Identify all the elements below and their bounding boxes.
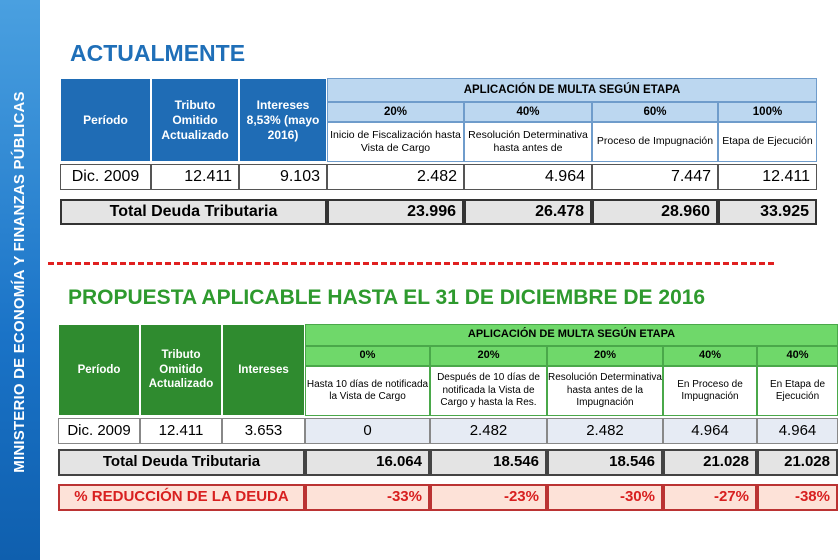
stage-pct: 40% <box>663 346 757 366</box>
stage-pct: 20% <box>430 346 547 366</box>
stage-pct: 20% <box>547 346 663 366</box>
total-value: 16.064 <box>305 449 430 476</box>
header-tributo: Tributo Omitido Actualizado <box>140 324 222 416</box>
total-value: 28.960 <box>592 199 718 225</box>
stage-desc: Resolución Determinativa hasta antes de <box>464 122 592 162</box>
stage-pct: 40% <box>757 346 838 366</box>
row-value: 4.964 <box>464 164 592 190</box>
stage-desc: Resolución Determinativa hasta antes de … <box>547 366 663 416</box>
row-value: 12.411 <box>718 164 817 190</box>
row-value: 7.447 <box>592 164 718 190</box>
stage-desc: En Etapa de Ejecución <box>757 366 838 416</box>
header-intereses: Intereses 8,53% (mayo 2016) <box>239 78 327 162</box>
row-intereses: 9.103 <box>239 164 327 190</box>
section-heading-current: ACTUALMENTE <box>70 40 246 66</box>
stage-pct: 40% <box>464 102 592 122</box>
reduction-value: -27% <box>663 484 757 511</box>
total-label: Total Deuda Tributaria <box>60 199 327 225</box>
stage-desc: Después de 10 días de notificada la Vist… <box>430 366 547 416</box>
stage-desc: En Proceso de Impugnación <box>663 366 757 416</box>
total-label: Total Deuda Tributaria <box>58 449 305 476</box>
reduction-value: -30% <box>547 484 663 511</box>
sidebar-banner: MINISTERIO DE ECONOMÍA Y FINANZAS PÚBLIC… <box>0 0 40 560</box>
row-value: 2.482 <box>327 164 464 190</box>
row-value: 4.964 <box>757 418 838 444</box>
stage-desc: Proceso de Impugnación <box>592 122 718 162</box>
dashed-divider <box>48 262 774 265</box>
header-aplicacion: APLICACIÓN DE MULTA SEGÚN ETAPA <box>327 78 817 102</box>
reduction-value: -23% <box>430 484 547 511</box>
total-value: 18.546 <box>547 449 663 476</box>
row-tributo: 12.411 <box>151 164 239 190</box>
total-value: 18.546 <box>430 449 547 476</box>
reduction-value: -38% <box>757 484 838 511</box>
total-value: 33.925 <box>718 199 817 225</box>
section-heading-proposal: PROPUESTA APLICABLE HASTA EL 31 DE DICIE… <box>68 286 706 309</box>
stage-desc: Hasta 10 días de notificada la Vista de … <box>305 366 430 416</box>
reduction-value: -33% <box>305 484 430 511</box>
row-value: 0 <box>305 418 430 444</box>
stage-pct: 20% <box>327 102 464 122</box>
header-periodo: Período <box>60 78 151 162</box>
total-value: 26.478 <box>464 199 592 225</box>
stage-desc: Inicio de Fiscalización hasta Vista de C… <box>327 122 464 162</box>
ministry-name: MINISTERIO DE ECONOMÍA Y FINANZAS PÚBLIC… <box>11 91 28 473</box>
row-intereses: 3.653 <box>222 418 305 444</box>
row-value: 2.482 <box>430 418 547 444</box>
total-value: 21.028 <box>757 449 838 476</box>
stage-pct: 0% <box>305 346 430 366</box>
row-tributo: 12.411 <box>140 418 222 444</box>
stage-desc: Etapa de Ejecución <box>718 122 817 162</box>
stage-pct: 100% <box>718 102 817 122</box>
row-periodo: Dic. 2009 <box>58 418 140 444</box>
row-periodo: Dic. 2009 <box>60 164 151 190</box>
row-value: 2.482 <box>547 418 663 444</box>
reduction-label: % REDUCCIÓN DE LA DEUDA <box>58 484 305 511</box>
header-tributo: Tributo Omitido Actualizado <box>151 78 239 162</box>
total-value: 21.028 <box>663 449 757 476</box>
stage-pct: 60% <box>592 102 718 122</box>
header-aplicacion: APLICACIÓN DE MULTA SEGÚN ETAPA <box>305 324 838 346</box>
row-value: 4.964 <box>663 418 757 444</box>
header-intereses: Intereses <box>222 324 305 416</box>
total-value: 23.996 <box>327 199 464 225</box>
header-periodo: Período <box>58 324 140 416</box>
